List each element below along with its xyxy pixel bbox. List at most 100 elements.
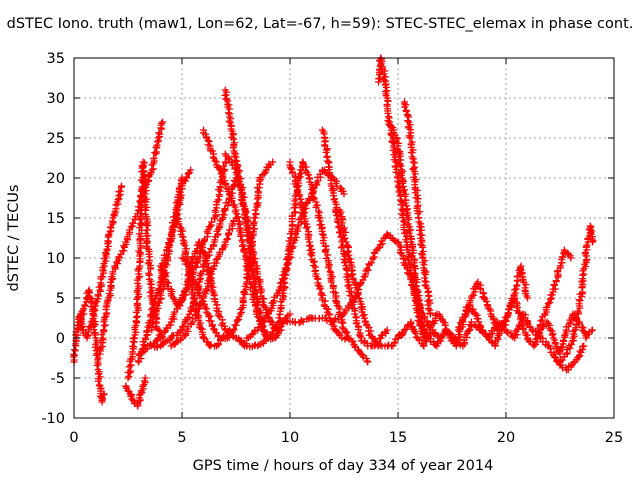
data-point	[148, 323, 156, 331]
y-tick-label: 5	[56, 291, 65, 307]
data-point	[423, 318, 431, 326]
data-point	[384, 117, 392, 125]
data-point	[141, 374, 149, 382]
data-point	[383, 87, 391, 95]
data-point	[588, 326, 596, 334]
data-point	[426, 337, 434, 345]
x-axis-label: GPS time / hours of day 334 of year 2014	[193, 458, 494, 474]
data-point	[363, 265, 371, 273]
data-point	[218, 173, 226, 181]
data-point	[159, 118, 167, 126]
data-point	[312, 203, 320, 211]
data-point	[576, 297, 584, 305]
data-point	[299, 318, 307, 326]
data-point	[151, 311, 159, 319]
data-points	[69, 54, 597, 410]
data-point	[252, 210, 260, 218]
data-point	[303, 223, 311, 231]
data-point	[231, 321, 239, 329]
data-point	[406, 226, 414, 234]
data-point	[180, 240, 188, 248]
data-point	[360, 339, 368, 347]
x-tick-label: 5	[177, 430, 186, 446]
data-point	[236, 227, 244, 235]
data-point	[396, 161, 404, 169]
data-point	[551, 285, 559, 293]
data-point	[107, 224, 115, 232]
data-point	[398, 168, 406, 176]
data-point	[302, 163, 310, 171]
data-point	[430, 329, 438, 337]
y-tick-label: 30	[47, 91, 65, 107]
data-point	[214, 196, 222, 204]
data-point	[117, 251, 125, 259]
data-point	[351, 294, 359, 302]
data-point	[129, 396, 137, 404]
data-point	[315, 213, 323, 221]
data-point	[511, 286, 519, 294]
data-point	[583, 241, 591, 249]
data-series	[76, 286, 108, 406]
data-point	[91, 321, 99, 329]
plot-frame	[73, 57, 615, 419]
data-point	[99, 395, 107, 403]
data-point	[238, 308, 246, 316]
data-point	[183, 173, 191, 181]
data-point	[286, 240, 294, 248]
data-point	[411, 170, 419, 178]
data-series	[221, 86, 272, 342]
data-point	[423, 284, 431, 292]
data-point	[351, 310, 359, 318]
data-point	[536, 321, 544, 329]
data-point	[163, 253, 171, 261]
data-point	[254, 187, 262, 195]
data-point	[230, 152, 238, 160]
data-point	[207, 317, 215, 325]
data-point	[302, 200, 310, 208]
data-point	[537, 317, 545, 325]
data-point	[129, 335, 137, 343]
data-point	[144, 232, 152, 240]
data-point	[344, 334, 352, 342]
data-point	[223, 95, 231, 103]
data-point	[325, 264, 333, 272]
data-point	[146, 265, 154, 273]
data-point	[249, 271, 257, 279]
data-point	[150, 154, 158, 162]
data-series	[416, 310, 588, 374]
axis-ticks	[73, 57, 615, 419]
data-point	[367, 259, 375, 267]
data-point	[116, 187, 124, 195]
data-point	[97, 344, 105, 352]
data-point	[99, 264, 107, 272]
data-point	[139, 164, 147, 172]
data-point	[333, 217, 341, 225]
data-point	[175, 220, 183, 228]
data-point	[402, 228, 410, 236]
y-tick-label: 20	[47, 171, 65, 187]
data-point	[100, 326, 108, 334]
data-point	[166, 241, 174, 249]
x-tick-label: 15	[389, 430, 407, 446]
data-point	[221, 181, 229, 189]
data-point	[396, 242, 404, 250]
data-point	[405, 216, 413, 224]
data-point	[110, 211, 118, 219]
data-point	[225, 328, 233, 336]
data-point	[234, 213, 242, 221]
data-point	[340, 190, 348, 198]
data-point	[178, 174, 186, 182]
data-point	[364, 358, 372, 366]
data-point	[404, 117, 412, 125]
x-tick-label: 25	[605, 430, 623, 446]
data-point	[224, 235, 232, 243]
data-point	[114, 196, 122, 204]
data-point	[342, 265, 350, 273]
data-point	[296, 170, 304, 178]
x-tick-label: 10	[281, 430, 299, 446]
data-point	[188, 290, 196, 298]
data-point	[528, 326, 536, 334]
data-point	[247, 254, 255, 262]
data-point	[81, 301, 89, 309]
data-series	[498, 262, 532, 334]
